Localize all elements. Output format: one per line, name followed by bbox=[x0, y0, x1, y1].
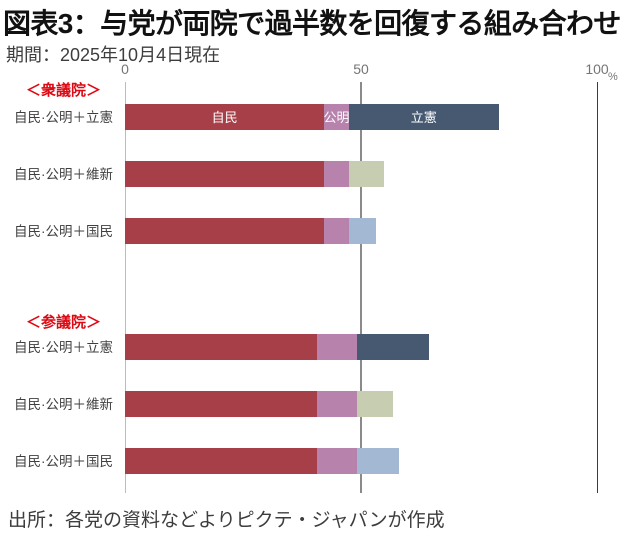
row-label-shugiin-1: 自民·公明＋維新 bbox=[14, 166, 113, 182]
bar-segment-komei: 公明 bbox=[323, 104, 350, 130]
row-label-sangiin-2: 自民·公明＋国民 bbox=[14, 453, 113, 469]
bar-segment-kokumin bbox=[357, 448, 400, 474]
bar-segment-jimin bbox=[125, 391, 318, 417]
bar-segment-jimin bbox=[125, 334, 318, 360]
bar-row-sangiin-1 bbox=[125, 391, 394, 417]
row-label-shugiin-0: 自民·公明＋立憲 bbox=[14, 109, 113, 125]
axis-tick-label-100: 100 bbox=[585, 61, 609, 77]
axis-tick-label-0: 0 bbox=[121, 61, 129, 77]
gridline-100-percent bbox=[597, 82, 598, 493]
section-label-sangiin: ＜参議院＞ bbox=[26, 314, 102, 331]
bar-segment-kokumin bbox=[348, 218, 377, 244]
bar-row-sangiin-0 bbox=[125, 334, 430, 360]
row-label-sangiin-0: 自民·公明＋立憲 bbox=[14, 339, 113, 355]
segment-label-komei: 公明 bbox=[323, 109, 350, 125]
segment-label-jimin: 自民 bbox=[211, 109, 238, 125]
bar-segment-rikken: 立憲 bbox=[348, 104, 499, 130]
segment-label-rikken: 立憲 bbox=[410, 109, 437, 125]
gridline-50-percent bbox=[360, 82, 362, 493]
gridline-0-percent bbox=[125, 82, 126, 493]
row-label-shugiin-2: 自民·公明＋国民 bbox=[14, 223, 113, 239]
bar-segment-jimin bbox=[125, 218, 325, 244]
bar-row-shugiin-1 bbox=[125, 161, 385, 187]
bar-segment-ishin bbox=[348, 161, 385, 187]
bar-row-shugiin-2 bbox=[125, 218, 377, 244]
bar-segment-komei bbox=[317, 334, 358, 360]
figure-title: 図表3：与党が両院で過半数を回復する組み合わせ bbox=[3, 8, 621, 39]
section-label-shugiin: ＜衆議院＞ bbox=[26, 82, 102, 99]
bar-segment-komei bbox=[317, 391, 358, 417]
bar-segment-rikken bbox=[357, 334, 430, 360]
bar-row-shugiin-0: 自民 公明 立憲 bbox=[125, 104, 499, 130]
bar-segment-jimin bbox=[125, 161, 325, 187]
source-note: 出所：各党の資料などよりピクテ・ジャパンが作成 bbox=[8, 510, 445, 531]
bar-segment-jimin bbox=[125, 448, 318, 474]
bar-segment-komei bbox=[324, 161, 349, 187]
bar-row-sangiin-2 bbox=[125, 448, 400, 474]
row-label-sangiin-1: 自民·公明＋維新 bbox=[14, 396, 113, 412]
bar-segment-ishin bbox=[357, 391, 394, 417]
period-label: 期間：2025年10月4日現在 bbox=[6, 45, 221, 65]
bar-segment-komei bbox=[324, 218, 349, 244]
axis-tick-label-50: 50 bbox=[353, 61, 369, 77]
bar-segment-jimin: 自民 bbox=[125, 104, 325, 130]
bar-segment-komei bbox=[317, 448, 358, 474]
axis-unit-label: % bbox=[608, 71, 618, 83]
